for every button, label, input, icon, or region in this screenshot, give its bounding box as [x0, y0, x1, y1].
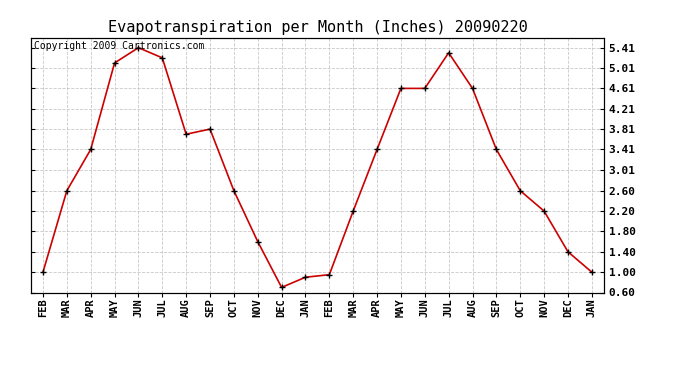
Text: Copyright 2009 Cartronics.com: Copyright 2009 Cartronics.com [34, 41, 204, 51]
Title: Evapotranspiration per Month (Inches) 20090220: Evapotranspiration per Month (Inches) 20… [108, 20, 527, 35]
